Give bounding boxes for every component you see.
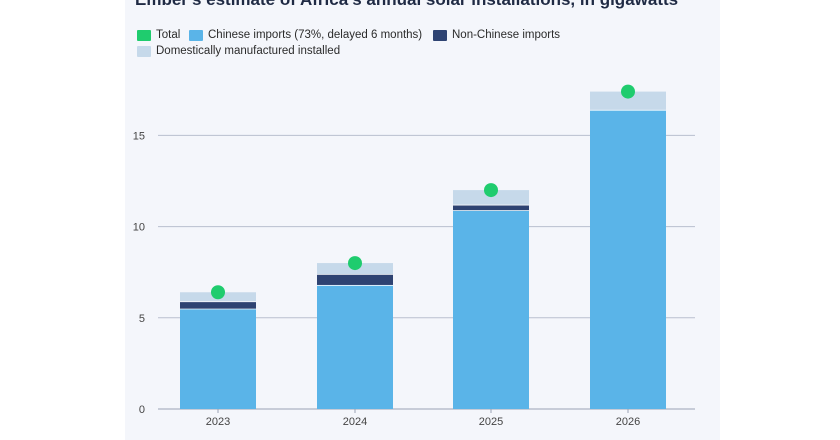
- total-marker: [348, 256, 362, 271]
- total-marker: [211, 285, 225, 300]
- bar-segment: [453, 210, 529, 409]
- chart-svg: 0 5 10 15 2023 2024 2025 2026: [133, 84, 695, 428]
- chart-panel: Ember's estimate of Africa's annual sola…: [125, 0, 720, 440]
- legend-item-total: Total: [137, 29, 180, 41]
- bar-segment: [590, 109, 666, 409]
- bar-segment: [453, 204, 529, 211]
- bar-segment: [453, 190, 529, 205]
- y-tick-label: 10: [133, 222, 145, 234]
- legend-item-domestic: Domestically manufactured installed: [137, 45, 340, 57]
- x-tick-label: 2026: [616, 416, 640, 428]
- total-marker: [621, 84, 635, 99]
- legend-label-domestic: Domestically manufactured installed: [156, 45, 341, 57]
- chart-title: Ember's estimate of Africa's annual sola…: [135, 0, 678, 10]
- legend-label-chinese: Chinese imports (73%, delayed 6 months): [208, 29, 423, 41]
- bar-segment: [590, 91, 666, 110]
- x-tick-label: 2024: [343, 416, 367, 428]
- legend-swatch-non-chinese: [433, 29, 447, 41]
- legend-swatch-chinese: [189, 29, 203, 41]
- legend-label-non-chinese: Non-Chinese imports: [452, 29, 561, 41]
- total-marker: [484, 183, 498, 198]
- legend-item-non-chinese: Non-Chinese imports: [433, 29, 560, 41]
- bar-segment: [317, 274, 393, 285]
- legend-swatch-domestic: [137, 45, 151, 57]
- y-tick-label: 0: [139, 404, 145, 416]
- y-tick-label: 5: [139, 313, 145, 325]
- bar-segment: [180, 301, 256, 309]
- x-tick-label: 2023: [206, 416, 230, 428]
- y-tick-label: 15: [133, 130, 145, 142]
- x-tick-label: 2025: [479, 416, 503, 428]
- legend-item-chinese: Chinese imports (73%, delayed 6 months): [189, 29, 422, 41]
- legend-swatch-total: [137, 29, 151, 41]
- bar-segment: [180, 308, 256, 409]
- legend-label-total: Total: [156, 29, 181, 41]
- bar-segment: [317, 284, 393, 409]
